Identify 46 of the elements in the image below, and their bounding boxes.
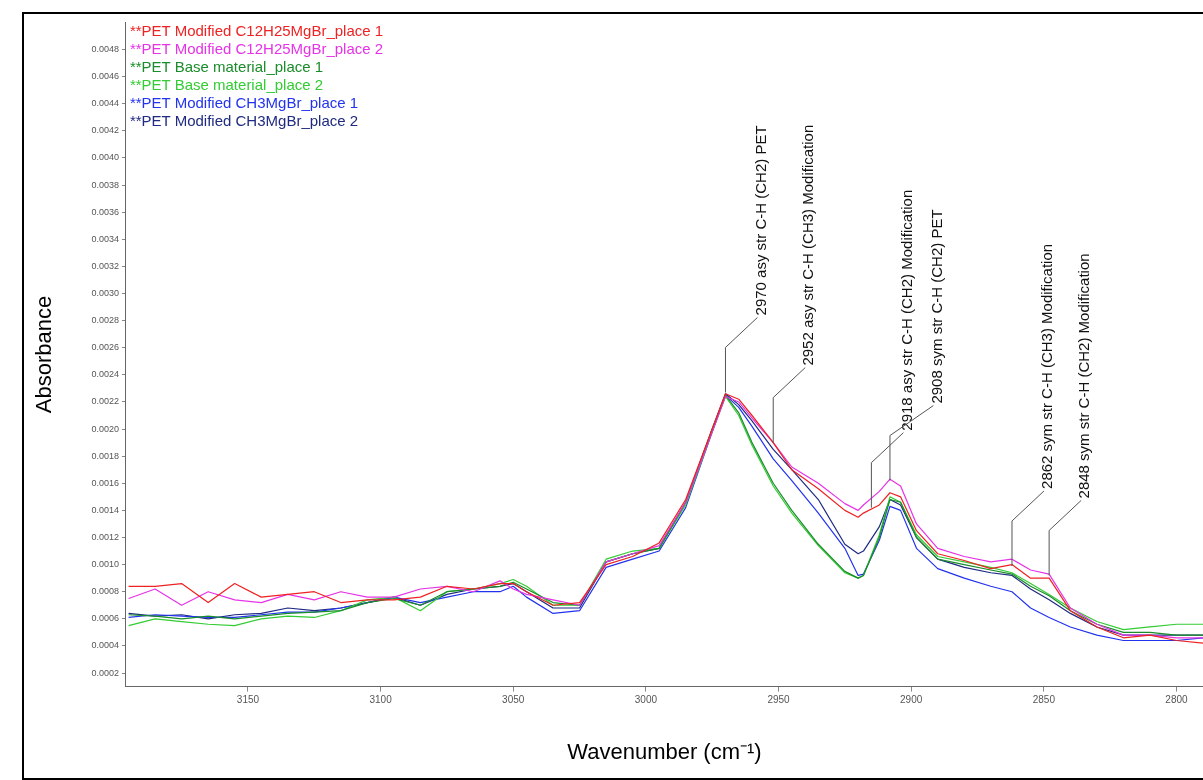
y-tick-label: 0.0008	[91, 586, 119, 597]
y-tick-label: 0.0024	[91, 369, 119, 380]
y-tick-label: 0.0012	[91, 531, 119, 542]
text: **PET Base material_place 2	[129, 76, 324, 94]
y-tick-label: 0.0016	[91, 477, 119, 488]
annotation: 2848 sym str C-H (CH2) Modification	[1075, 253, 1093, 499]
y-tick-label: 0.0042	[91, 125, 119, 136]
annotation: 2970 asy str C-H (CH2) PET	[751, 125, 769, 316]
text: **PET Modified C12H25MgBr_place 2	[129, 40, 384, 58]
x-tick-label: 3000	[634, 694, 658, 706]
text: **PET Modified C12H25MgBr_place 1	[129, 22, 384, 40]
y-tick-label: 0.0002	[91, 667, 119, 678]
y-tick-label: 0.0044	[91, 98, 119, 109]
x-tick-label: 2800	[1165, 694, 1189, 706]
y-tick-label: 0.0032	[91, 260, 119, 271]
x-tick-label: 3050	[502, 694, 525, 706]
y-tick-label: 0.0028	[91, 315, 119, 326]
y-tick-label: 0.0040	[91, 152, 119, 163]
y-tick-label: 0.0018	[91, 450, 119, 461]
y-tick-label: 0.0020	[91, 423, 119, 434]
y-axis-title: Absorbance	[31, 295, 57, 414]
x-tick-label: 2900	[900, 694, 923, 706]
x-axis-title: Wavenumber (cm⁻¹)	[567, 738, 762, 764]
y-tick-label: 0.0030	[91, 287, 119, 298]
y-tick-label: 0.0034	[91, 233, 119, 244]
y-tick-label: 0.0038	[91, 179, 119, 190]
y-tick-label: 0.0006	[91, 613, 119, 624]
x-tick-label: 3150	[236, 694, 260, 706]
text: **PET Base material_place 1	[129, 58, 324, 76]
annotation: 2862 sym str C-H (CH3) Modification	[1038, 243, 1056, 489]
x-tick-label: 3100	[369, 694, 393, 706]
annotation: 2908 sym str C-H (CH2) PET	[927, 209, 945, 404]
y-tick-label: 0.0010	[91, 559, 119, 570]
text: **PET Modified CH3MgBr_place 1	[129, 94, 359, 112]
y-tick-label: 0.0048	[91, 43, 119, 54]
y-tick-label: 0.0004	[91, 640, 119, 651]
y-tick-label: 0.0046	[91, 71, 119, 82]
x-tick-label: 2850	[1032, 694, 1056, 706]
y-tick-label: 0.0036	[91, 206, 119, 217]
annotation: 2918 asy str C-H (CH2) Modification	[897, 189, 915, 431]
y-tick-label: 0.0014	[91, 504, 119, 515]
y-tick-label: 0.0026	[91, 342, 119, 353]
text: **PET Modified CH3MgBr_place 2	[129, 112, 359, 130]
x-tick-label: 2950	[767, 694, 791, 706]
y-tick-label: 0.0022	[91, 396, 119, 407]
annotation: 2952 asy str C-H (CH3) Modification	[799, 124, 817, 366]
